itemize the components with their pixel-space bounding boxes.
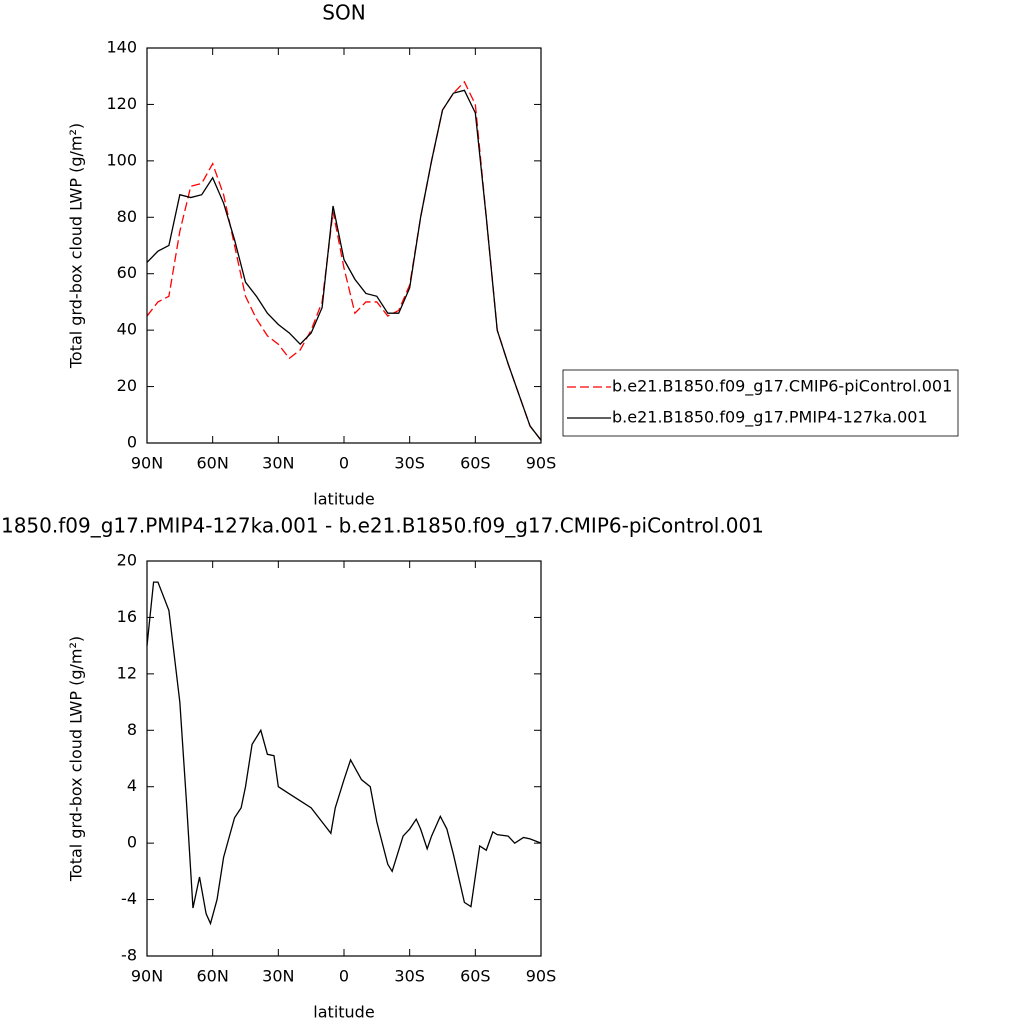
x-tick-label: 30N [262,454,294,473]
x-tick-label: 30S [394,454,425,473]
x-tick-label: 90S [526,454,557,473]
y-tick-label: 20 [117,551,137,570]
x-tick-label: 0 [339,967,349,986]
x-tick-label: 90N [131,967,163,986]
y-tick-label: 0 [127,433,137,452]
chart-title: b.e21.B1850.f09_g17.PMIP4-127ka.001 - b.… [0,514,764,538]
data-line [146,80,542,441]
x-tick-label: 90S [526,967,557,986]
x-tick-label: 30N [262,967,294,986]
legend-box [562,369,959,437]
data-line [146,89,542,441]
x-tick-label: 30S [394,967,425,986]
x-tick-label: 90N [131,454,163,473]
y-tick-label: 40 [117,320,137,339]
legend-label: b.e21.B1850.f09_g17.CMIP6-piControl.001 [612,377,952,397]
x-tick-label: 60N [197,967,229,986]
y-axis-label: Total grd-box cloud LWP (g/m²) [67,123,86,369]
y-tick-label: 80 [117,207,137,226]
y-tick-label: 0 [127,833,137,852]
x-tick-label: 60S [460,967,491,986]
x-tick-label: 0 [339,454,349,473]
y-tick-label: 20 [117,376,137,395]
y-tick-label: 12 [117,663,137,682]
y-tick-label: 100 [106,150,137,169]
x-tick-label: 60N [197,454,229,473]
x-axis-label: latitude [313,490,374,509]
y-tick-label: 140 [106,38,137,57]
x-tick-label: 60S [460,454,491,473]
y-tick-label: 4 [127,776,137,795]
y-tick-label: 60 [117,263,137,282]
plot-frame [146,560,542,957]
y-tick-label: 120 [106,94,137,113]
y-tick-label: 8 [127,720,137,739]
y-tick-label: 16 [117,607,137,626]
chart-title: SON [322,1,365,25]
y-tick-label: -4 [121,889,137,908]
plot-frame [146,47,542,444]
data-line [146,581,542,926]
legend-label: b.e21.B1850.f09_g17.PMIP4-127ka.001 [612,408,928,428]
y-tick-label: -8 [121,946,137,965]
y-axis-label: Total grd-box cloud LWP (g/m²) [67,636,86,882]
x-axis-label: latitude [313,1003,374,1022]
